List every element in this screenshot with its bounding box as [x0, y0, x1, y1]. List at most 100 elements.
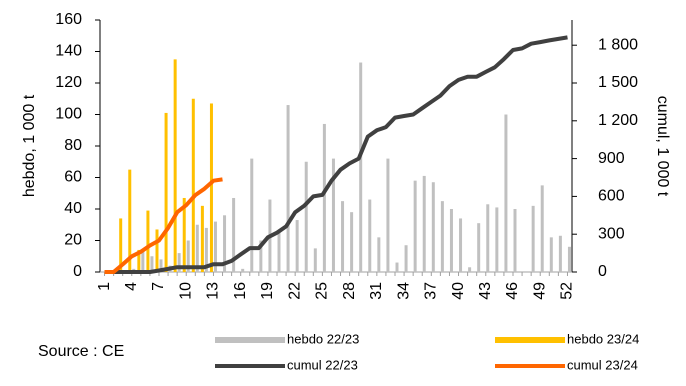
x-tick-label: 28 [341, 282, 358, 300]
bar [313, 248, 317, 272]
bar [395, 262, 399, 272]
x-tick-label: 4 [123, 282, 140, 291]
y2-tick-label: 600 [598, 188, 625, 205]
bar [209, 103, 213, 272]
y-tick-label: 0 [73, 263, 82, 280]
bar [191, 98, 195, 272]
bar [223, 215, 227, 272]
x-tick-label: 19 [259, 282, 276, 300]
bar [549, 237, 553, 272]
bar [250, 158, 254, 272]
bar [295, 220, 299, 272]
bar [431, 182, 435, 272]
bar [137, 249, 141, 272]
bar [350, 212, 354, 272]
bar [486, 204, 490, 272]
legend-label: cumul 22/23 [287, 357, 358, 372]
bar [449, 209, 453, 272]
x-tick-label: 1 [96, 282, 113, 291]
x-tick-label: 25 [314, 282, 331, 300]
bar [182, 197, 186, 272]
bar [459, 218, 463, 272]
bar [155, 229, 159, 272]
y-tick-label: 120 [55, 74, 82, 91]
bar [377, 237, 381, 272]
bar [159, 259, 163, 272]
y2-tick-label: 1 200 [598, 112, 638, 129]
x-tick-label: 22 [286, 282, 303, 300]
y-axis-label: hebdo, 1 000 t [21, 94, 38, 197]
bar [341, 201, 345, 272]
bar [128, 169, 132, 272]
x-tick-label: 16 [232, 282, 249, 300]
bar [540, 185, 544, 272]
y-tick-label: 20 [64, 232, 82, 249]
bar [177, 253, 181, 272]
bar [204, 227, 208, 272]
bar [241, 268, 245, 272]
bar [440, 201, 444, 272]
bar [404, 245, 408, 272]
bar [504, 114, 508, 272]
y-tick-label: 40 [64, 200, 82, 217]
x-tick-label: 34 [395, 282, 412, 300]
legend-label: hebdo 22/23 [287, 331, 359, 346]
bar [259, 240, 263, 272]
bar [413, 180, 417, 272]
y2-tick-label: 1 800 [598, 36, 638, 53]
bar [213, 221, 217, 272]
y2-tick-label: 300 [598, 225, 625, 242]
bar [368, 199, 372, 272]
bar [304, 161, 308, 272]
bar [200, 205, 204, 272]
legend-label: hebdo 23/24 [567, 331, 639, 346]
bar [322, 123, 326, 272]
x-tick-label: 46 [504, 282, 521, 300]
bar [422, 175, 426, 272]
bar [558, 235, 562, 272]
y2-axis-label: cumul, 1 000 t [654, 96, 671, 197]
bar [146, 210, 150, 272]
y-tick-label: 60 [64, 169, 82, 186]
bar [164, 112, 168, 272]
bar [495, 207, 499, 272]
legend-label: cumul 23/24 [567, 357, 638, 372]
bar [359, 62, 363, 273]
y-tick-label: 160 [55, 11, 82, 28]
x-tick-label: 7 [150, 282, 167, 291]
x-tick-label: 31 [368, 282, 385, 300]
bar [195, 224, 199, 272]
x-tick-label: 37 [423, 282, 440, 300]
x-tick-label: 49 [531, 282, 548, 300]
x-tick-label: 13 [205, 282, 222, 300]
line [104, 177, 223, 274]
x-tick-label: 43 [477, 282, 494, 300]
bar [477, 223, 481, 272]
bar [531, 205, 535, 272]
y-tick-label: 80 [64, 137, 82, 154]
y2-tick-label: 1 500 [598, 74, 638, 91]
y2-tick-label: 0 [598, 263, 607, 280]
bar [513, 209, 517, 272]
source: Source : CE [38, 343, 124, 360]
y-tick-label: 140 [55, 43, 82, 60]
bar [468, 267, 472, 272]
x-tick-label: 52 [559, 282, 576, 300]
bar [119, 218, 123, 272]
bar [150, 256, 154, 272]
bar [173, 59, 177, 272]
bar [232, 197, 236, 272]
bar [567, 246, 571, 272]
bar [386, 158, 390, 272]
bar [277, 232, 281, 272]
bar [286, 105, 290, 272]
y2-tick-label: 900 [598, 150, 625, 167]
x-tick-label: 40 [450, 282, 467, 300]
bar [186, 240, 190, 272]
line [104, 35, 568, 274]
x-tick-label: 10 [177, 282, 194, 300]
y-tick-label: 100 [55, 106, 82, 123]
bar [141, 249, 145, 272]
bar [331, 158, 335, 272]
